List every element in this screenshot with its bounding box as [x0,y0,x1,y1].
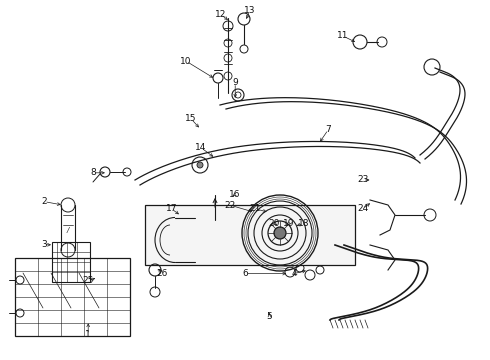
Text: 25: 25 [82,276,94,285]
Text: 20: 20 [269,219,280,228]
Text: 4: 4 [291,269,297,278]
Text: 13: 13 [244,6,256,15]
Text: /: / [67,227,69,233]
Circle shape [274,227,286,239]
Text: 1: 1 [85,330,91,339]
Text: 23: 23 [357,175,368,184]
Text: 14: 14 [195,143,207,152]
Text: 3: 3 [41,240,47,249]
Text: 24: 24 [357,204,368,213]
Text: 26: 26 [156,269,168,278]
Circle shape [197,162,203,168]
Text: 5: 5 [267,312,272,321]
Text: 19: 19 [283,219,295,228]
Polygon shape [145,205,355,265]
Text: 15: 15 [185,114,197,123]
Bar [52,242,90,282]
Text: 21: 21 [249,204,261,213]
Text: 18: 18 [298,219,310,228]
Text: 8: 8 [90,168,96,177]
Text: 6: 6 [242,269,248,278]
Text: 9: 9 [232,78,238,87]
Bar [15,258,130,336]
Text: 11: 11 [337,31,349,40]
Text: 10: 10 [180,57,192,66]
Text: 22: 22 [225,201,236,210]
Text: 2: 2 [41,197,47,206]
Text: 12: 12 [215,10,226,19]
Text: 16: 16 [229,190,241,199]
Text: 17: 17 [166,204,177,213]
Text: 7: 7 [325,125,331,134]
